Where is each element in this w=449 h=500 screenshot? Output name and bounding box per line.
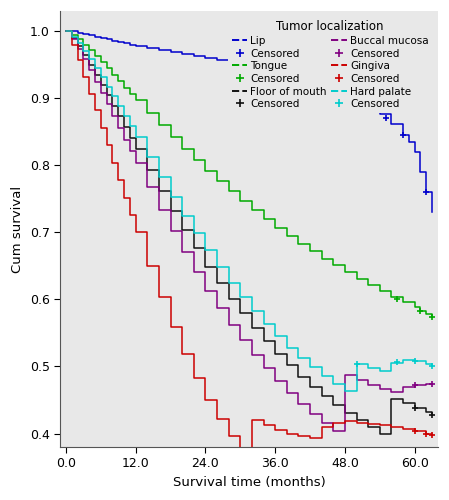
X-axis label: Survival time (months): Survival time (months) [172,476,326,489]
Y-axis label: Cum survival: Cum survival [11,186,24,272]
Legend: Lip, Censored, Tongue, Censored, Floor of mouth, Censored, Buccal mucosa, Censor: Lip, Censored, Tongue, Censored, Floor o… [228,16,433,114]
